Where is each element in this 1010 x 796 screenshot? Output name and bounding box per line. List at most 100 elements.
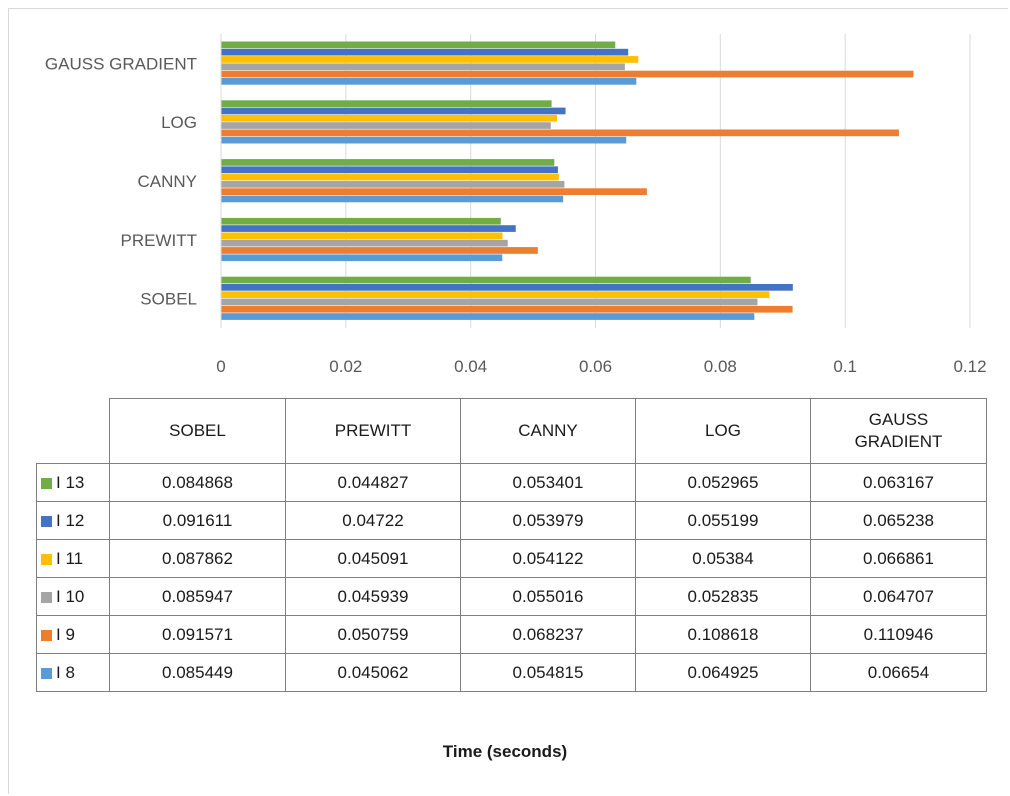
bar xyxy=(221,188,647,195)
table-cell: 0.084868 xyxy=(109,463,286,502)
table-cell: 0.055016 xyxy=(460,577,636,616)
category-label: LOG xyxy=(161,113,197,132)
legend-swatch xyxy=(41,591,52,603)
bar xyxy=(221,56,639,63)
x-tick-label: 0.08 xyxy=(704,357,737,376)
table-cell: 0.064925 xyxy=(635,653,811,692)
table-row: I 9 0.091571 0.050759 0.068237 0.108618 0.110… xyxy=(36,615,987,654)
legend-cell: I 10 xyxy=(36,577,110,616)
x-tick-label: 0.02 xyxy=(329,357,362,376)
bar-chart: 0 0.02 0.04 0.06 0.08 0.1 0.12 SOBEL PREWITT CANN… xyxy=(45,34,987,376)
table-cell: 0.044827 xyxy=(285,463,461,502)
table-cell: 0.064707 xyxy=(810,577,987,616)
bar xyxy=(221,166,558,174)
legend-cell: I 12 xyxy=(36,501,110,540)
bar xyxy=(221,195,564,203)
bar xyxy=(221,284,793,291)
table-header-cell: SOBEL xyxy=(109,398,286,464)
table-cell: 0.091611 xyxy=(109,501,286,540)
table-cell: 0.063167 xyxy=(810,463,987,502)
bar xyxy=(221,122,551,129)
bar xyxy=(221,239,508,247)
table-cell: 0.045062 xyxy=(285,653,461,692)
table-cell: 0.050759 xyxy=(285,615,461,654)
table-cell: 0.053979 xyxy=(460,501,636,540)
category-label: GAUSS GRADIENT xyxy=(45,54,197,73)
bar xyxy=(221,48,629,56)
table-row: I 13 0.084868 0.044827 0.053401 0.052965 0.06… xyxy=(36,463,987,502)
bar xyxy=(221,276,751,284)
table-cell: 0.091571 xyxy=(109,615,286,654)
bar xyxy=(221,254,503,262)
legend-label: I 9 xyxy=(56,624,75,644)
x-tick-label: 0 xyxy=(216,357,225,376)
x-tick-label: 0.12 xyxy=(953,357,986,376)
legend-swatch xyxy=(41,629,52,641)
legend-cell: I 9 xyxy=(36,615,110,654)
table-cell: 0.085449 xyxy=(109,653,286,692)
table-cell: 0.04722 xyxy=(285,501,461,540)
table-row: I 10 0.085947 0.045939 0.055016 0.052835 0.06… xyxy=(36,577,987,616)
table-cell: 0.068237 xyxy=(460,615,636,654)
legend-label: I 11 xyxy=(56,548,84,568)
bar xyxy=(221,247,538,254)
bar xyxy=(221,78,637,85)
x-axis-title: Time (seconds) xyxy=(442,742,568,761)
table-cell: 0.05384 xyxy=(635,539,811,578)
table-cell: 0.045091 xyxy=(285,539,461,578)
table-row: I 12 0.091611 0.04722 0.053979 0.055199 0.065… xyxy=(36,501,987,540)
table-cell: 0.110946 xyxy=(810,615,987,654)
bar xyxy=(221,298,758,306)
category-label: CANNY xyxy=(137,172,197,191)
bar xyxy=(221,217,501,225)
table-cell: 0.06654 xyxy=(810,653,987,692)
legend-cell: I 8 xyxy=(36,653,110,692)
bar xyxy=(221,114,558,122)
bar xyxy=(221,70,914,78)
table-cell: 0.085947 xyxy=(109,577,286,616)
category-label: PREWITT xyxy=(121,231,198,250)
table-cell: 0.052835 xyxy=(635,577,811,616)
legend-cell: I 11 xyxy=(36,539,110,578)
table-cell: 0.054815 xyxy=(460,653,636,692)
table-cell: 0.045939 xyxy=(285,577,461,616)
legend-swatch xyxy=(41,515,52,527)
category-label: SOBEL xyxy=(140,290,197,309)
bar xyxy=(221,173,559,181)
legend-label: I 8 xyxy=(56,662,75,682)
chart-frame xyxy=(8,8,1008,794)
legend-label: I 12 xyxy=(56,510,85,530)
table-header-cell: LOG xyxy=(635,398,811,464)
table-row: I 11 0.087862 0.045091 0.054122 0.05384 0.066… xyxy=(36,539,987,578)
table-header-cell: PREWITT xyxy=(285,398,461,464)
bar xyxy=(221,181,565,188)
x-tick-label: 0.06 xyxy=(579,357,612,376)
data-table: SOBEL PREWITT CANNY LOG GAUSS GRADIENT I 13 0.0… xyxy=(36,398,987,692)
table-corner xyxy=(36,398,110,464)
table-cell: 0.087862 xyxy=(109,539,286,578)
table-header-cell: CANNY xyxy=(460,398,636,464)
table-cell: 0.108618 xyxy=(635,615,811,654)
table-cell: 0.065238 xyxy=(810,501,987,540)
bar xyxy=(221,100,552,107)
legend-swatch xyxy=(41,667,52,679)
table-cell: 0.066861 xyxy=(810,539,987,578)
bar xyxy=(221,136,627,144)
legend-label: I 13 xyxy=(56,472,85,492)
bar xyxy=(221,305,793,313)
bar xyxy=(221,313,755,320)
legend-swatch xyxy=(41,553,52,565)
x-tick-label: 0.1 xyxy=(833,357,857,376)
legend-label: I 10 xyxy=(56,586,85,606)
bar xyxy=(221,41,616,49)
table-header-row: SOBEL PREWITT CANNY LOG GAUSS GRADIENT xyxy=(36,398,987,464)
legend-swatch xyxy=(41,477,52,489)
bar xyxy=(221,107,566,115)
table-cell: 0.055199 xyxy=(635,501,811,540)
bar xyxy=(221,225,516,232)
table-row: I 8 0.085449 0.045062 0.054815 0.064925 0.066… xyxy=(36,653,987,692)
table-cell: 0.052965 xyxy=(635,463,811,502)
x-tick-label: 0.04 xyxy=(454,357,487,376)
bar xyxy=(221,63,625,71)
table-header-cell: GAUSS GRADIENT xyxy=(810,398,987,464)
